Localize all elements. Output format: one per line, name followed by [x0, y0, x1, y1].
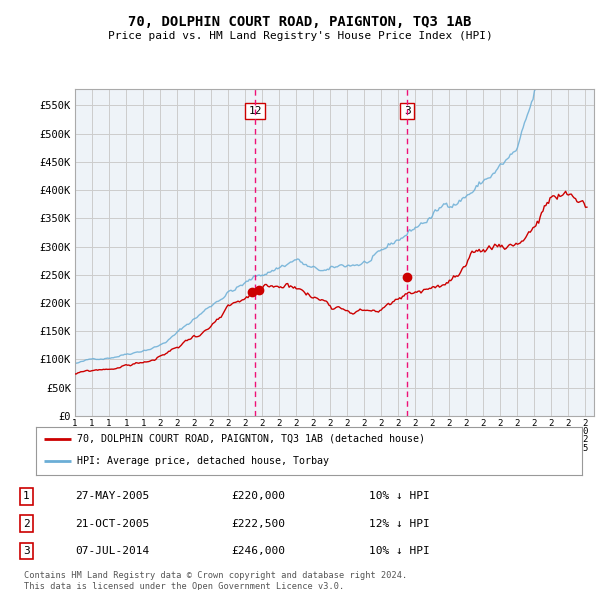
Text: 3: 3	[23, 546, 30, 556]
Text: 21-OCT-2005: 21-OCT-2005	[76, 519, 149, 529]
Text: 10% ↓ HPI: 10% ↓ HPI	[369, 491, 430, 502]
Text: 70, DOLPHIN COURT ROAD, PAIGNTON, TQ3 1AB (detached house): 70, DOLPHIN COURT ROAD, PAIGNTON, TQ3 1A…	[77, 434, 425, 444]
Text: £246,000: £246,000	[231, 546, 285, 556]
Text: Price paid vs. HM Land Registry's House Price Index (HPI): Price paid vs. HM Land Registry's House …	[107, 31, 493, 41]
Text: £220,000: £220,000	[231, 491, 285, 502]
Text: 27-MAY-2005: 27-MAY-2005	[76, 491, 149, 502]
Text: HPI: Average price, detached house, Torbay: HPI: Average price, detached house, Torb…	[77, 457, 329, 467]
Text: 10% ↓ HPI: 10% ↓ HPI	[369, 546, 430, 556]
Text: 12: 12	[248, 106, 262, 116]
Text: This data is licensed under the Open Government Licence v3.0.: This data is licensed under the Open Gov…	[24, 582, 344, 590]
Text: 12% ↓ HPI: 12% ↓ HPI	[369, 519, 430, 529]
Text: 3: 3	[404, 106, 410, 116]
Text: 2: 2	[23, 519, 30, 529]
Text: 1: 1	[23, 491, 30, 502]
Text: £222,500: £222,500	[231, 519, 285, 529]
Text: 07-JUL-2014: 07-JUL-2014	[76, 546, 149, 556]
Text: 70, DOLPHIN COURT ROAD, PAIGNTON, TQ3 1AB: 70, DOLPHIN COURT ROAD, PAIGNTON, TQ3 1A…	[128, 15, 472, 29]
Text: Contains HM Land Registry data © Crown copyright and database right 2024.: Contains HM Land Registry data © Crown c…	[24, 571, 407, 580]
